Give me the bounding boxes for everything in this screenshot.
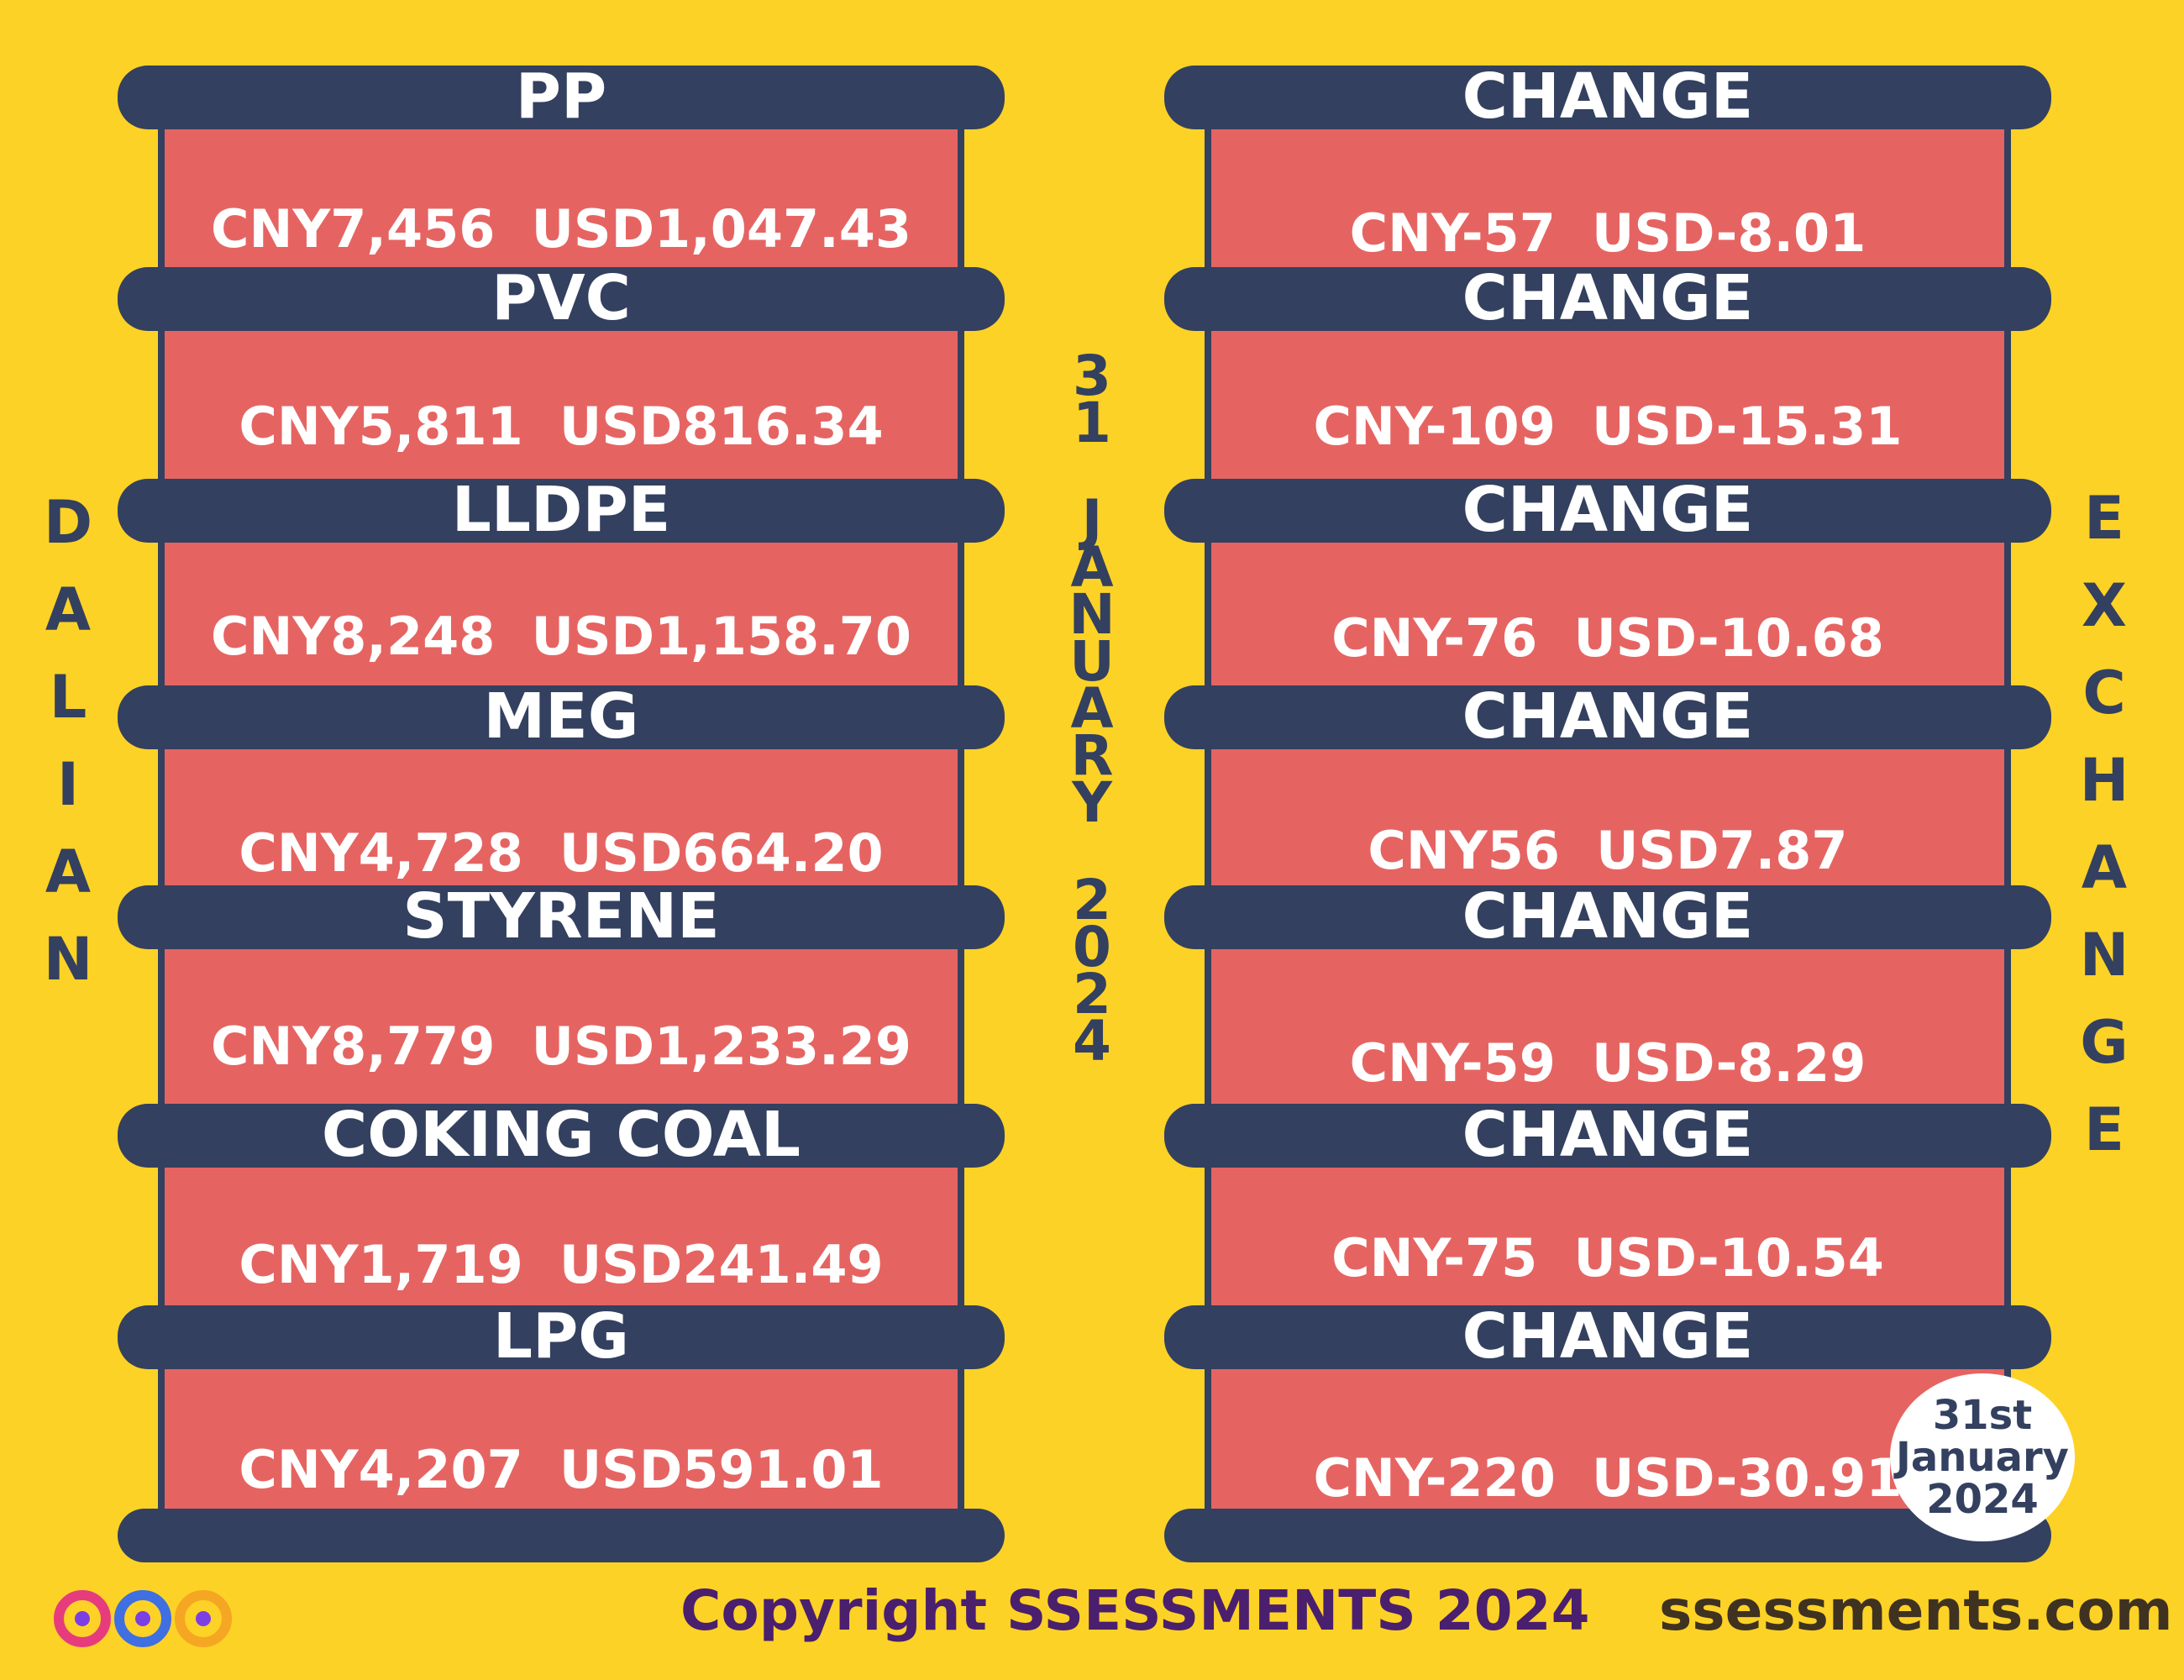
header-bar	[1164, 685, 2051, 749]
header-bar	[118, 685, 1005, 749]
header-bar	[118, 479, 1005, 543]
header-bar	[1164, 479, 2051, 543]
footer-bar	[1164, 1509, 2051, 1562]
letter: C	[2082, 659, 2126, 727]
date-char: N	[1068, 582, 1116, 647]
exchange-name-left-vertical: D A L I A N	[30, 479, 106, 1003]
date-char: 2	[1073, 962, 1111, 1026]
header-bar	[118, 66, 1005, 129]
sticker-line: 31st	[1932, 1392, 2033, 1439]
date-char: A	[1070, 535, 1114, 600]
date-char: Y	[1072, 770, 1112, 835]
header-bar	[1164, 267, 2051, 331]
change-value: CNY56 USD7.87	[1368, 820, 1848, 881]
change-label: CHANGE	[1462, 262, 1754, 334]
product-price: CNY5,811 USD816.34	[239, 396, 884, 457]
date-char: 0	[1073, 915, 1111, 979]
letter: N	[43, 925, 93, 994]
header-bar	[1164, 885, 2051, 949]
letter: N	[2079, 921, 2129, 990]
change-value: CNY-220 USD-30.91	[1313, 1447, 1903, 1509]
header-bar	[1164, 1104, 2051, 1168]
product-price: CNY8,779 USD1,233.29	[211, 1016, 911, 1077]
price-change-column: CHANGE CNY-57 USD-8.01 CHANGE CNY-109 US…	[1164, 60, 2051, 1562]
date-char: 3	[1073, 344, 1111, 408]
letter: A	[2081, 833, 2128, 902]
header-bar	[118, 1305, 1005, 1369]
product-price-column: PP CNY7,456 USD1,047.43 PVC CNY5,811 USD…	[118, 60, 1005, 1562]
product-name: PP	[515, 60, 607, 133]
ssessments-logo-icon	[54, 1590, 232, 1647]
header-bar	[1164, 66, 2051, 129]
letter: A	[45, 837, 92, 906]
change-value: CNY-59 USD-8.29	[1349, 1032, 1866, 1094]
date-sticker: 31st January 2024	[1890, 1373, 2075, 1541]
date-char: 4	[1073, 1009, 1111, 1074]
header-bar	[118, 267, 1005, 331]
product-name: LLDPE	[451, 474, 671, 546]
footer-bar	[118, 1509, 1005, 1562]
change-value: CNY-75 USD-10.54	[1331, 1227, 1884, 1289]
website-link[interactable]: ssessments.com	[1659, 1578, 2173, 1643]
letter: E	[2084, 484, 2124, 553]
date-char: A	[1070, 676, 1114, 741]
sticker-line: 2024	[1926, 1476, 2039, 1523]
letter: G	[2080, 1008, 2129, 1077]
date-char: 1	[1073, 391, 1111, 455]
price-panel	[158, 91, 964, 1536]
change-label: CHANGE	[1462, 474, 1754, 546]
change-label: CHANGE	[1462, 1300, 1754, 1373]
product-price: CNY4,207 USD591.01	[239, 1439, 884, 1500]
change-panel	[1205, 91, 2011, 1536]
header-bar	[118, 885, 1005, 949]
header-bar	[118, 1104, 1005, 1168]
letter: E	[2084, 1095, 2124, 1164]
product-price: CNY1,719 USD241.49	[239, 1234, 884, 1295]
product-price: CNY8,248 USD1,158.70	[211, 606, 911, 667]
date-char: J	[1081, 488, 1103, 553]
date-char: 2	[1073, 868, 1111, 932]
product-price: CNY4,728 USD664.20	[239, 822, 884, 884]
product-name: LPG	[492, 1300, 630, 1373]
change-label: CHANGE	[1462, 880, 1754, 953]
product-name: MEG	[483, 680, 639, 753]
change-value: CNY-57 USD-8.01	[1349, 202, 1866, 264]
copyright-text: Copyright SSESSMENTS 2024	[680, 1578, 1590, 1643]
letter: H	[2079, 746, 2129, 815]
letter: D	[43, 488, 93, 557]
letter: A	[45, 575, 92, 644]
change-label: CHANGE	[1462, 1099, 1754, 1171]
product-name: COKING COAL	[321, 1099, 801, 1171]
date-char: U	[1069, 629, 1115, 694]
letter: L	[49, 663, 87, 732]
sticker-line: January	[1896, 1434, 2069, 1481]
date-char: R	[1070, 723, 1114, 788]
change-label: CHANGE	[1462, 60, 1754, 133]
letter: I	[56, 750, 80, 819]
product-name: STYRENE	[402, 880, 720, 953]
exchange-label-right-vertical: E X C H A N G E	[2066, 475, 2142, 1173]
product-price: CNY7,456 USD1,047.43	[211, 198, 911, 260]
product-name: PVC	[491, 262, 631, 334]
letter: X	[2082, 571, 2127, 640]
change-value: CNY-109 USD-15.31	[1313, 396, 1903, 457]
change-label: CHANGE	[1462, 680, 1754, 753]
change-value: CNY-76 USD-10.68	[1331, 607, 1884, 669]
header-bar	[1164, 1305, 2051, 1369]
date-vertical: 3 1 J A N U A R Y 2 0 2 4	[1050, 344, 1134, 1074]
